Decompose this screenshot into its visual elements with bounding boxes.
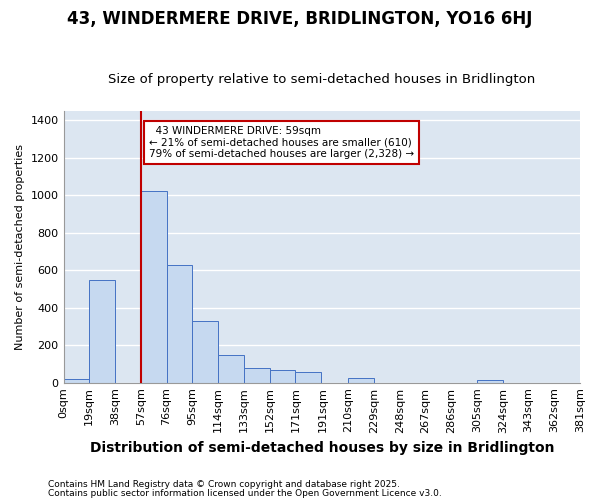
Bar <box>193 321 218 382</box>
Bar <box>244 368 269 382</box>
Text: 43, WINDERMERE DRIVE, BRIDLINGTON, YO16 6HJ: 43, WINDERMERE DRIVE, BRIDLINGTON, YO16 … <box>67 10 533 28</box>
Bar <box>218 356 244 382</box>
Bar <box>477 380 503 382</box>
Title: Size of property relative to semi-detached houses in Bridlington: Size of property relative to semi-detach… <box>108 73 535 86</box>
Bar <box>64 379 89 382</box>
Text: Contains HM Land Registry data © Crown copyright and database right 2025.: Contains HM Land Registry data © Crown c… <box>48 480 400 489</box>
Text: Contains public sector information licensed under the Open Government Licence v3: Contains public sector information licen… <box>48 488 442 498</box>
X-axis label: Distribution of semi-detached houses by size in Bridlington: Distribution of semi-detached houses by … <box>89 441 554 455</box>
Text: 43 WINDERMERE DRIVE: 59sqm  
← 21% of semi-detached houses are smaller (610)
79%: 43 WINDERMERE DRIVE: 59sqm ← 21% of semi… <box>149 126 414 159</box>
Bar <box>89 280 115 382</box>
Y-axis label: Number of semi-detached properties: Number of semi-detached properties <box>15 144 25 350</box>
Bar <box>141 192 167 382</box>
Bar <box>269 370 295 382</box>
Bar <box>348 378 374 382</box>
Bar <box>167 266 193 382</box>
Bar <box>295 372 321 382</box>
